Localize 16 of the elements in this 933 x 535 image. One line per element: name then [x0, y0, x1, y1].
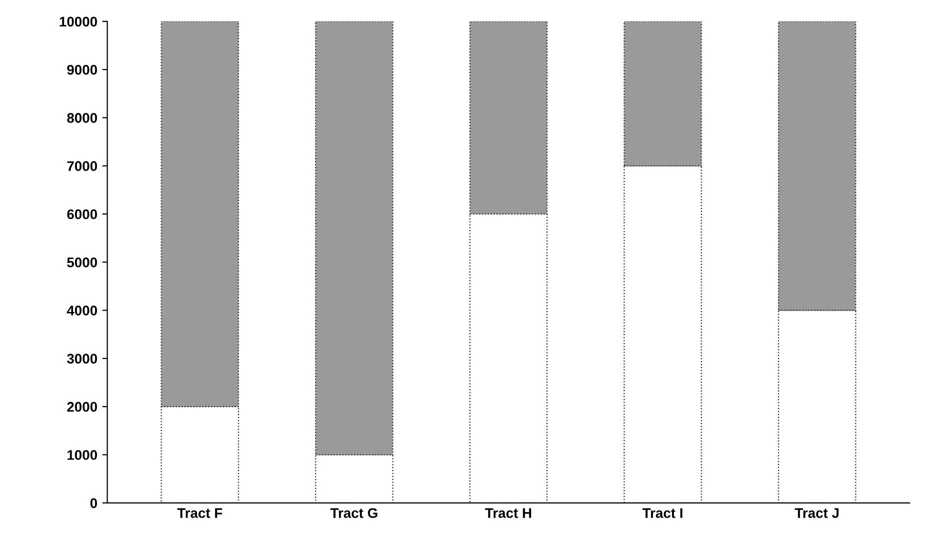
- x-tick-label: Tract J: [794, 508, 839, 518]
- y-tick-label: 8000: [67, 113, 98, 123]
- x-tick-label: Tract H: [485, 508, 532, 518]
- x-tick-label: Tract F: [177, 508, 222, 518]
- y-tick-label: 4000: [66, 306, 98, 316]
- x-tick-label: Tract I: [642, 508, 682, 518]
- y-tick-label: 0: [90, 498, 98, 508]
- y-tick-label: 10000: [60, 16, 98, 27]
- y-tick-label: 6000: [67, 209, 98, 220]
- y-tick-label: 7000: [67, 161, 98, 172]
- y-tick-label: 1000: [68, 450, 98, 460]
- y-tick-label: 5000: [67, 257, 98, 268]
- y-tick-label: 2000: [67, 402, 98, 412]
- x-tick-label: Tract G: [330, 508, 378, 518]
- y-tick-label: 9000: [67, 64, 98, 75]
- y-tick-label: 3000: [67, 354, 98, 364]
